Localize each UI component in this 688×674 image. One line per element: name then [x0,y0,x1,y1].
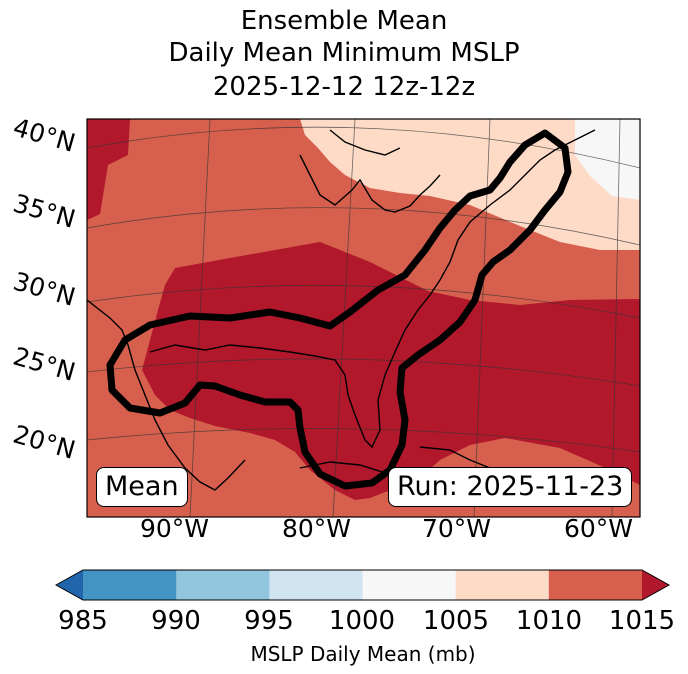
colorbar-tick-1005: 1005 [422,606,490,636]
pressure-field-1000 [575,119,640,200]
pressure-field-1015 [87,119,640,500]
pressure-field-1005 [300,119,640,250]
colorbar-tick-1015: 1015 [608,606,676,636]
colorbar-segment [176,570,270,600]
mean-label-box: Mean [96,467,188,507]
colorbar-segment [269,570,363,600]
colorbar-tick-1000: 1000 [328,606,396,636]
title-line-2: Daily Mean Minimum MSLP [168,38,520,68]
colorbar-segment [548,570,643,600]
title-line-3: 2025-12-12 12z-12z [212,72,476,102]
lon-label-90w: 90°W [140,514,210,543]
lon-label-80w: 80°W [282,514,352,543]
colorbar-extend-high [642,570,669,600]
lon-label-60w: 60°W [564,514,634,543]
colorbar-segment [362,570,457,600]
colorbar-tick-990: 990 [151,606,201,636]
coastline [87,129,596,491]
run-label-box: Run: 2025-11-23 [388,467,633,507]
colorbar-title: MSLP Daily Mean (mb) [250,642,476,666]
title-line-1: Ensemble Mean [240,6,448,36]
colorbar-tick-1010: 1010 [515,606,583,636]
lon-label-70w: 70°W [422,514,492,543]
mslp-contour [106,129,572,490]
colorbar-outline [54,569,671,601]
colorbar-tick-985: 985 [58,606,108,636]
colorbar-tick-995: 995 [244,606,294,636]
map-frame [86,118,641,518]
colorbar-segment [455,570,550,600]
colorbar-extend-low [56,570,83,600]
colorbar-segment [83,570,177,600]
